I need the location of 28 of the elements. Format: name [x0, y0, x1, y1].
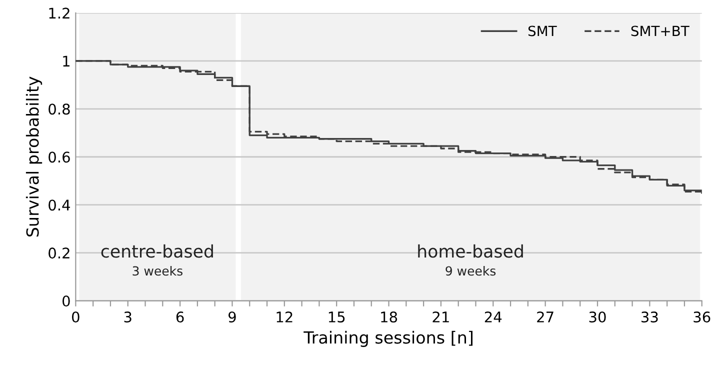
x-tick-label: 3: [124, 311, 132, 323]
x-tick-label: 12: [276, 311, 292, 322]
legend-label: SMT+BT: [631, 26, 690, 36]
x-tick-label: 21: [432, 311, 449, 322]
x-axis-title: Training sessions [n]: [304, 330, 472, 348]
x-tick-label: 9: [228, 311, 236, 323]
y-tick-label: 0.2: [48, 248, 70, 259]
y-axis-title: Survival probability: [26, 76, 42, 236]
x-tick-label: 33: [642, 311, 658, 323]
y-tick-label: 0: [62, 296, 70, 307]
y-tick-label: 1.2: [49, 8, 70, 18]
x-tick-label: 36: [694, 311, 710, 323]
annotation: 3 weeks: [132, 266, 182, 276]
x-tick-label: 30: [589, 311, 606, 323]
x-tick-label: 24: [484, 311, 502, 322]
y-tick-label: 0.8: [48, 104, 70, 115]
y-tick-label: 0.4: [48, 200, 70, 211]
x-tick-label: 6: [176, 311, 184, 323]
x-tick-label: 15: [328, 312, 345, 323]
y-tick-label: 1: [63, 56, 70, 66]
band-label: home-based: [418, 244, 523, 258]
y-tick-label: 0.6: [48, 152, 70, 163]
x-tick-label: 18: [381, 311, 398, 323]
band-label: centre-based: [101, 244, 213, 258]
x-tick-label: 27: [537, 311, 554, 322]
x-tick-label: 0: [72, 311, 80, 323]
annotation: 9 weeks: [446, 266, 496, 276]
legend-label: SMT: [528, 26, 557, 36]
